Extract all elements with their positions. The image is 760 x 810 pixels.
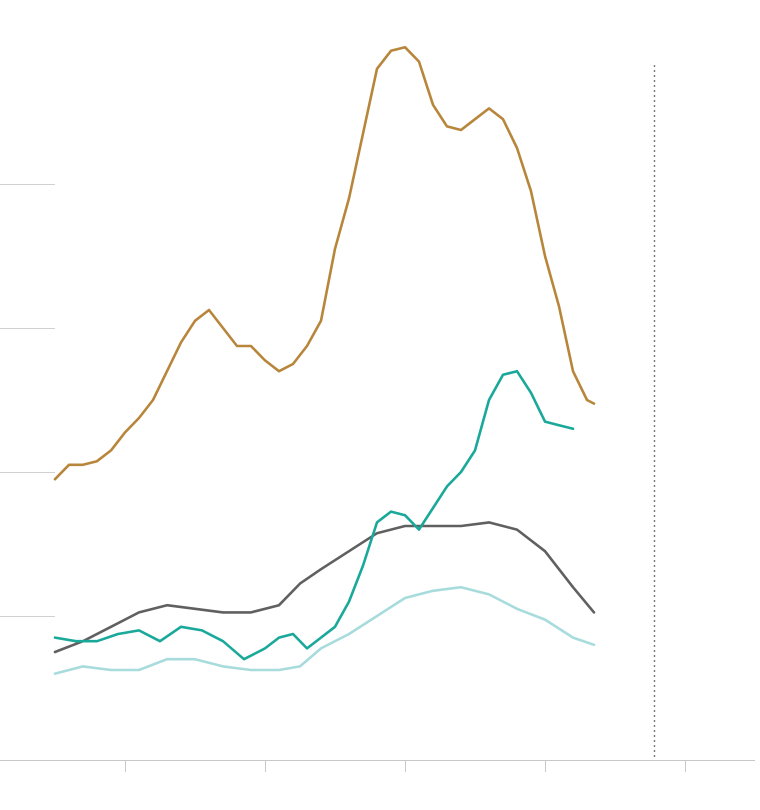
series-line-0 xyxy=(53,45,596,481)
gridlines xyxy=(0,184,55,617)
series-lines xyxy=(53,45,596,675)
x-axis xyxy=(0,760,755,772)
series-line-3 xyxy=(53,585,596,675)
series-line-1 xyxy=(53,369,575,661)
series-line-2 xyxy=(53,521,596,654)
